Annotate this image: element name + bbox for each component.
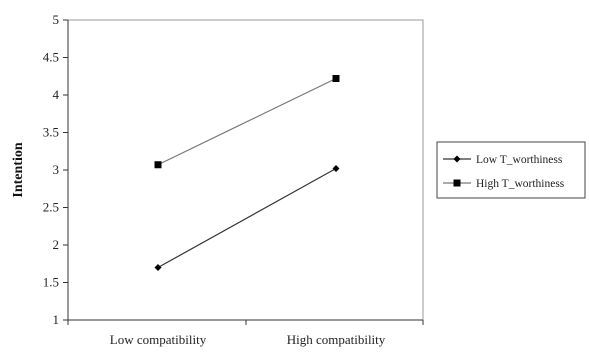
series-line [157, 77, 337, 166]
y-tick-label: 3 [53, 162, 60, 177]
y-tick-label: 2 [53, 237, 60, 252]
y-axis-ticks: 1 1.5 2 2.5 3 3.5 4 4.5 5 [43, 12, 68, 327]
y-tick-label: 5 [53, 12, 60, 27]
legend-items: Low T_worthiness High T_worthiness [443, 154, 565, 190]
plot-area-frame [67, 19, 424, 321]
data-point [154, 161, 162, 169]
legend-swatch-marker [453, 179, 461, 187]
data-point [332, 165, 340, 172]
y-tick-label: 3.5 [43, 125, 59, 140]
series-layer [154, 75, 340, 271]
series-line [157, 167, 337, 269]
data-point [154, 264, 162, 271]
x-tick-label: High compatibility [287, 332, 386, 347]
y-axis-title: Intention [11, 142, 26, 197]
y-tick-label: 1 [53, 312, 60, 327]
y-tick-label: 4 [53, 87, 60, 102]
x-tick-label: Low compatibility [110, 332, 207, 347]
legend-box [436, 141, 586, 199]
legend-label: Low T_worthiness [476, 154, 563, 166]
legend-label: High T_worthiness [476, 178, 565, 190]
legend-swatch-marker [453, 155, 461, 163]
y-tick-label: 2.5 [43, 200, 59, 215]
series-low-t-worthiness [154, 165, 340, 271]
legend-item: Low T_worthiness [443, 154, 563, 166]
series-high-t-worthiness [154, 75, 340, 169]
y-tick-label: 4.5 [43, 50, 59, 65]
data-point [332, 75, 340, 82]
y-tick-label: 1.5 [43, 275, 59, 290]
legend-item: High T_worthiness [443, 178, 565, 190]
legend: Low T_worthiness High T_worthiness [436, 141, 586, 199]
x-axis-ticks: Low compatibility High compatibility [67, 320, 424, 347]
